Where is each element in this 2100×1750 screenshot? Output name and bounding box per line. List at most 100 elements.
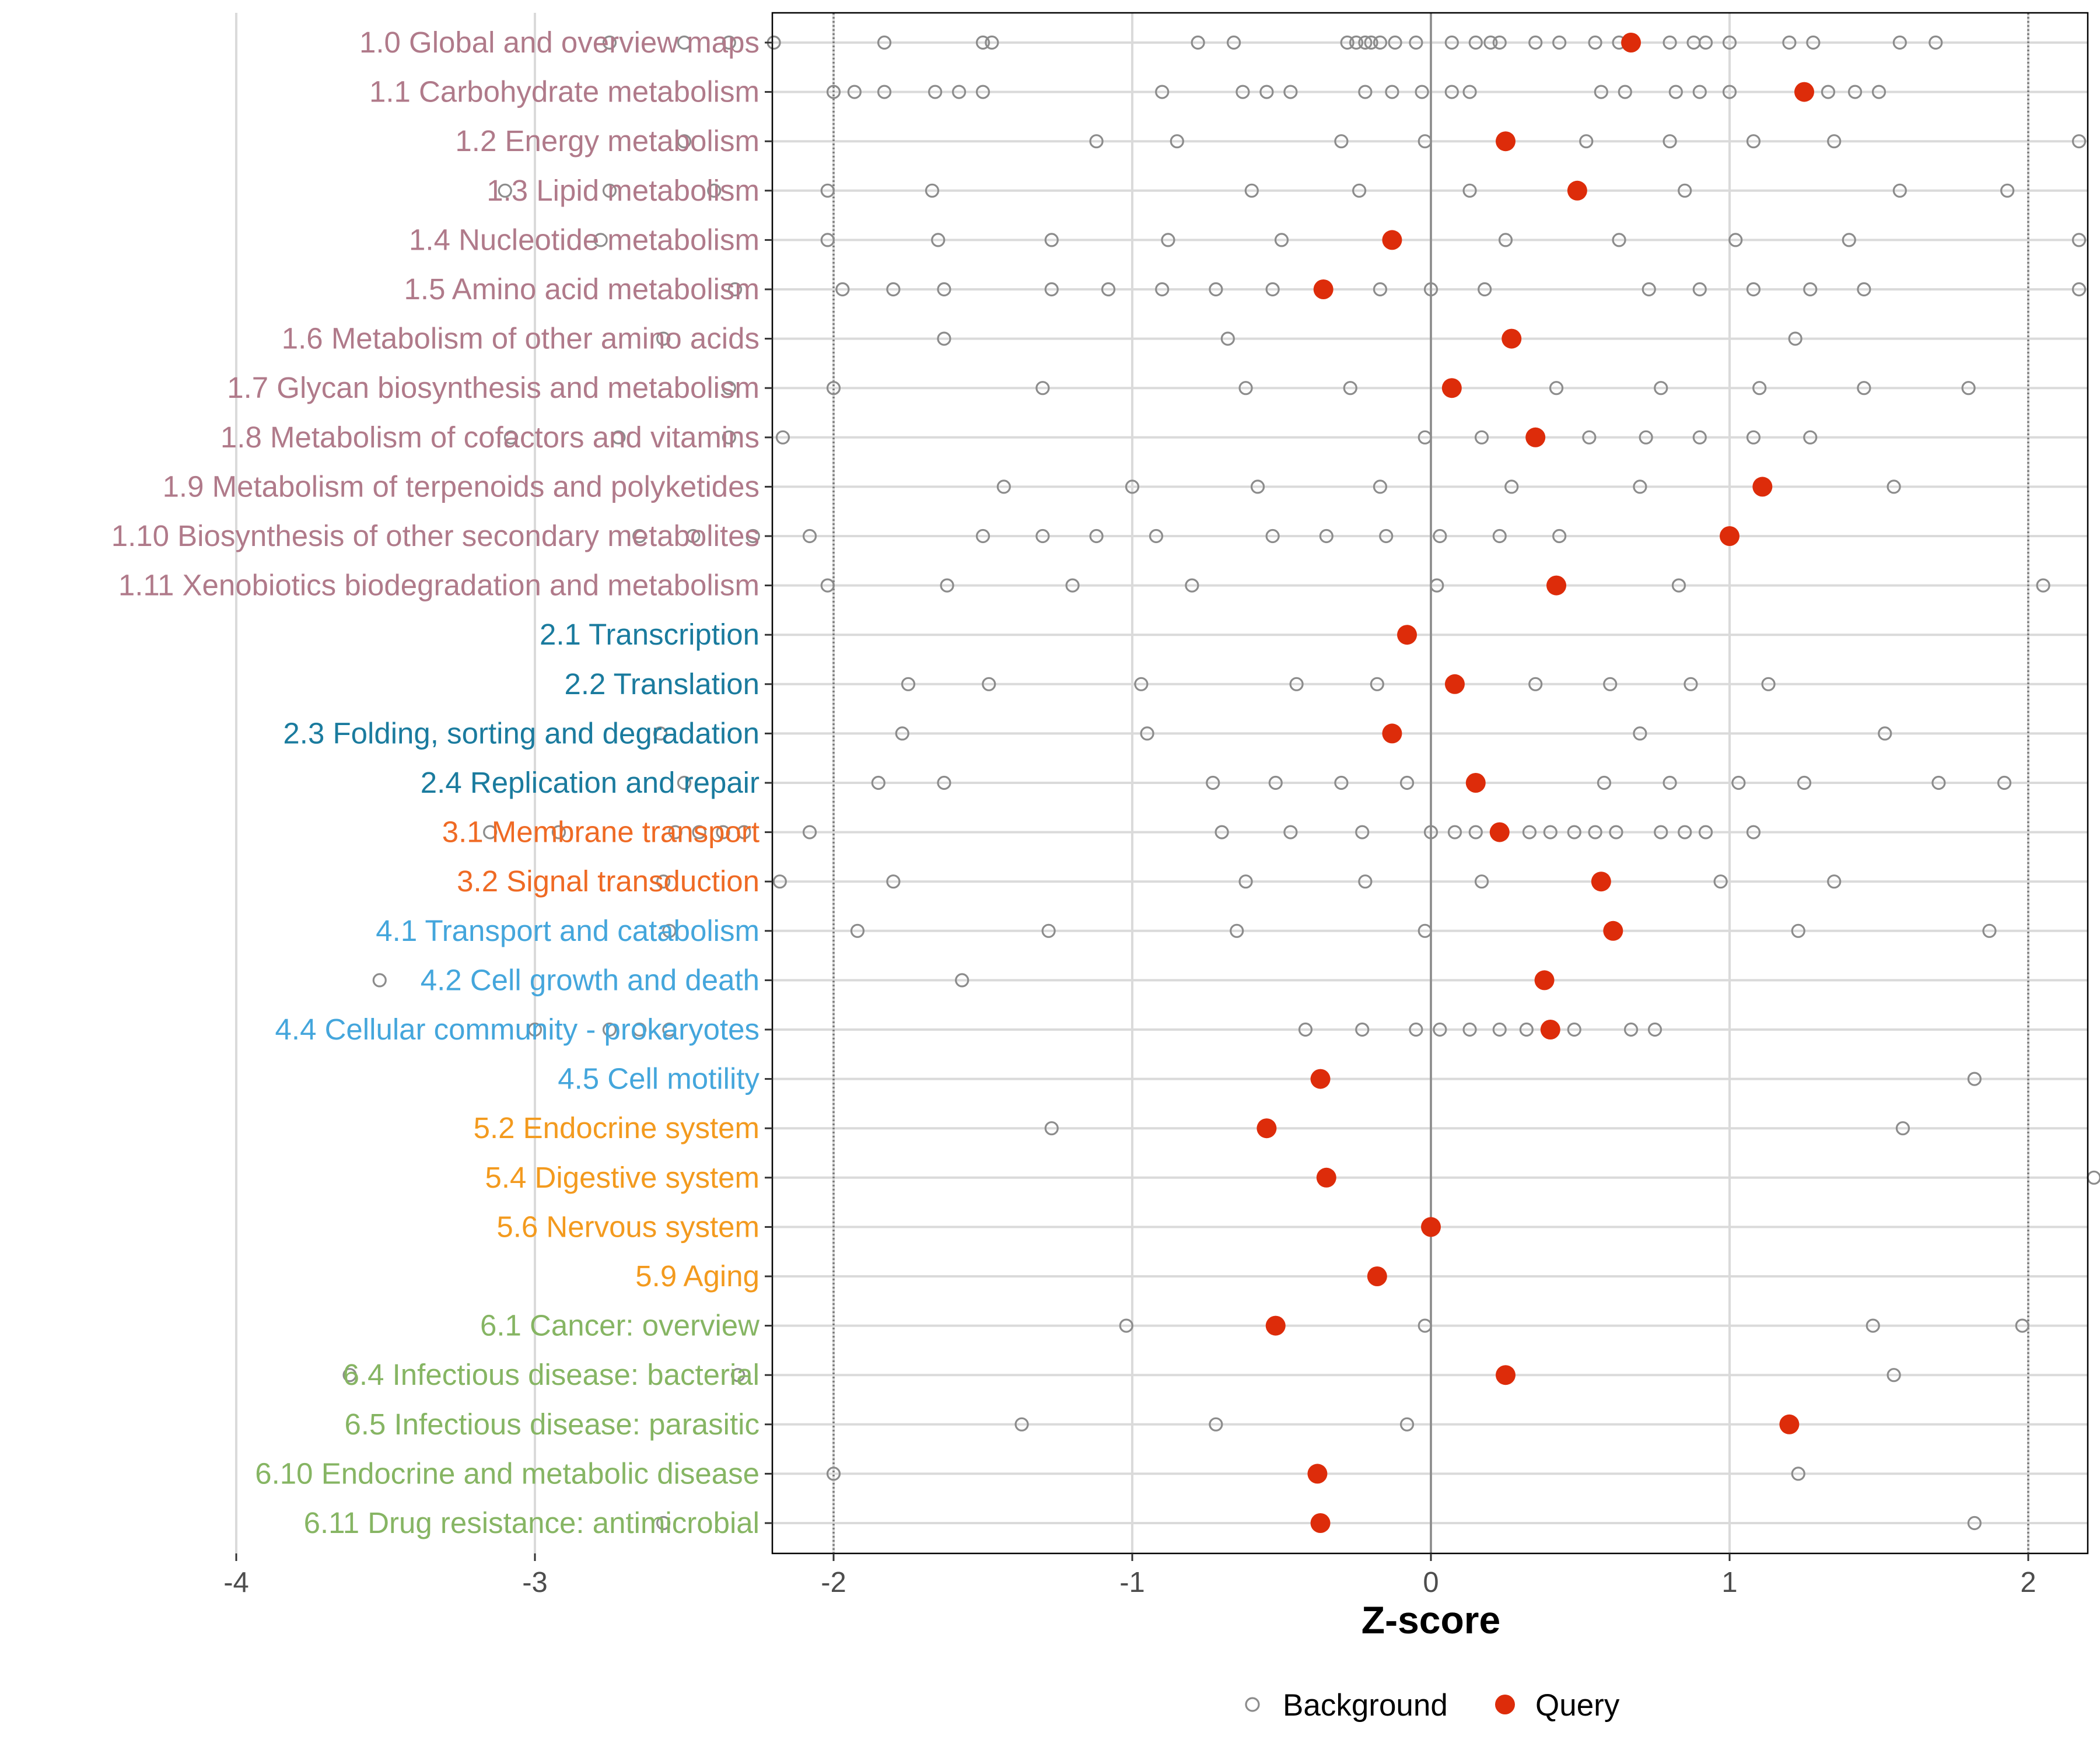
background-point	[1355, 1022, 1370, 1037]
background-point	[722, 35, 736, 50]
category-label: 4.1 Transport and catabolism	[376, 914, 760, 947]
background-point	[1654, 825, 1668, 839]
category-label: 1.11 Xenobiotics biodegradation and meta…	[118, 569, 760, 602]
background-point	[955, 973, 970, 988]
legend-key-background	[1245, 1697, 1260, 1712]
background-point	[1761, 677, 1776, 691]
background-point	[925, 183, 940, 198]
background-point	[677, 35, 692, 50]
category-label: 6.10 Endocrine and metabolic disease	[255, 1457, 760, 1490]
background-point	[886, 874, 901, 889]
background-point	[1528, 677, 1543, 691]
background-point	[1746, 430, 1761, 444]
background-point	[1791, 923, 1805, 938]
background-point	[1191, 35, 1205, 50]
category-label: 3.1 Membrane transport	[442, 816, 760, 849]
background-point	[727, 282, 743, 297]
background-point	[1803, 282, 1818, 297]
background-point	[1684, 677, 1698, 691]
background-point	[1722, 85, 1737, 99]
category-label: 1.0 Global and overview maps	[359, 26, 760, 59]
background-point	[1352, 183, 1367, 198]
background-point	[1612, 233, 1626, 247]
background-point	[1170, 134, 1184, 149]
background-point	[1552, 528, 1567, 544]
background-point	[2071, 233, 2087, 247]
background-point	[1892, 35, 1907, 50]
category-label: 4.4 Cellular community - prokaryotes	[275, 1013, 760, 1046]
y-axis-labels: 1.0 Global and overview maps 1.1 Carbohyd…	[111, 26, 760, 1539]
background-point	[1101, 282, 1116, 297]
background-point	[653, 726, 668, 741]
background-point	[820, 183, 835, 198]
background-point	[1035, 528, 1050, 544]
category-label: 5.6 Nervous system	[496, 1210, 760, 1243]
background-point	[937, 282, 951, 297]
background-point	[722, 381, 736, 396]
background-point	[951, 85, 967, 99]
background-point	[1268, 775, 1283, 790]
background-point	[2071, 134, 2087, 149]
background-point	[1265, 528, 1280, 544]
background-point	[1857, 282, 1871, 297]
background-point	[1821, 85, 1836, 99]
background-point	[1797, 775, 1812, 790]
query-point	[1720, 526, 1740, 546]
background-point	[1462, 85, 1477, 99]
background-point	[1373, 35, 1388, 50]
background-point	[1597, 775, 1612, 790]
background-point	[1220, 331, 1235, 346]
background-point	[1349, 35, 1364, 50]
query-point	[1752, 477, 1773, 497]
background-point	[1214, 825, 1229, 839]
background-point	[1647, 1022, 1662, 1037]
background-point	[1492, 1022, 1507, 1037]
background-point	[1871, 85, 1887, 99]
background-point	[1567, 825, 1581, 839]
query-point	[1316, 1167, 1336, 1188]
background-point	[656, 874, 671, 889]
background-point	[1433, 1022, 1447, 1037]
x-tick-label: -3	[522, 1567, 548, 1598]
background-point	[1746, 282, 1761, 297]
background-point	[1982, 923, 1997, 938]
background-point	[1692, 430, 1707, 444]
background-point	[1594, 85, 1608, 99]
x-tick-label: -1	[1119, 1567, 1145, 1598]
background-point	[1698, 825, 1713, 839]
query-point	[1310, 1069, 1331, 1089]
category-label: 2.2 Translation	[564, 667, 760, 701]
category-label: 5.2 Endocrine system	[474, 1111, 760, 1144]
background-point	[1633, 726, 1647, 741]
background-point	[656, 1516, 671, 1531]
query-point	[1313, 279, 1334, 299]
background-point	[1319, 528, 1334, 544]
background-point	[1385, 85, 1399, 99]
background-point	[847, 85, 862, 99]
background-point	[1492, 35, 1507, 50]
query-point	[1307, 1464, 1328, 1484]
background-point	[1543, 825, 1558, 839]
background-point	[2015, 1318, 2029, 1333]
background-point	[1887, 1368, 1901, 1382]
background-point	[2071, 282, 2087, 297]
background-point	[1089, 528, 1104, 544]
background-point	[802, 528, 817, 544]
background-point	[1722, 35, 1737, 50]
background-point	[1713, 874, 1728, 889]
background-point	[1827, 134, 1842, 149]
background-point	[826, 381, 841, 396]
background-point	[602, 35, 617, 50]
x-tick-label: 2	[2020, 1567, 2036, 1598]
background-point	[1226, 35, 1241, 50]
background-point	[1259, 85, 1274, 99]
background-point	[1358, 85, 1373, 99]
category-label: 5.4 Digestive system	[485, 1161, 760, 1194]
background-point	[1399, 775, 1415, 790]
query-point	[1525, 427, 1546, 447]
query-point	[1591, 872, 1611, 892]
background-point	[1343, 381, 1357, 396]
background-point	[901, 677, 916, 691]
background-point	[835, 282, 850, 297]
